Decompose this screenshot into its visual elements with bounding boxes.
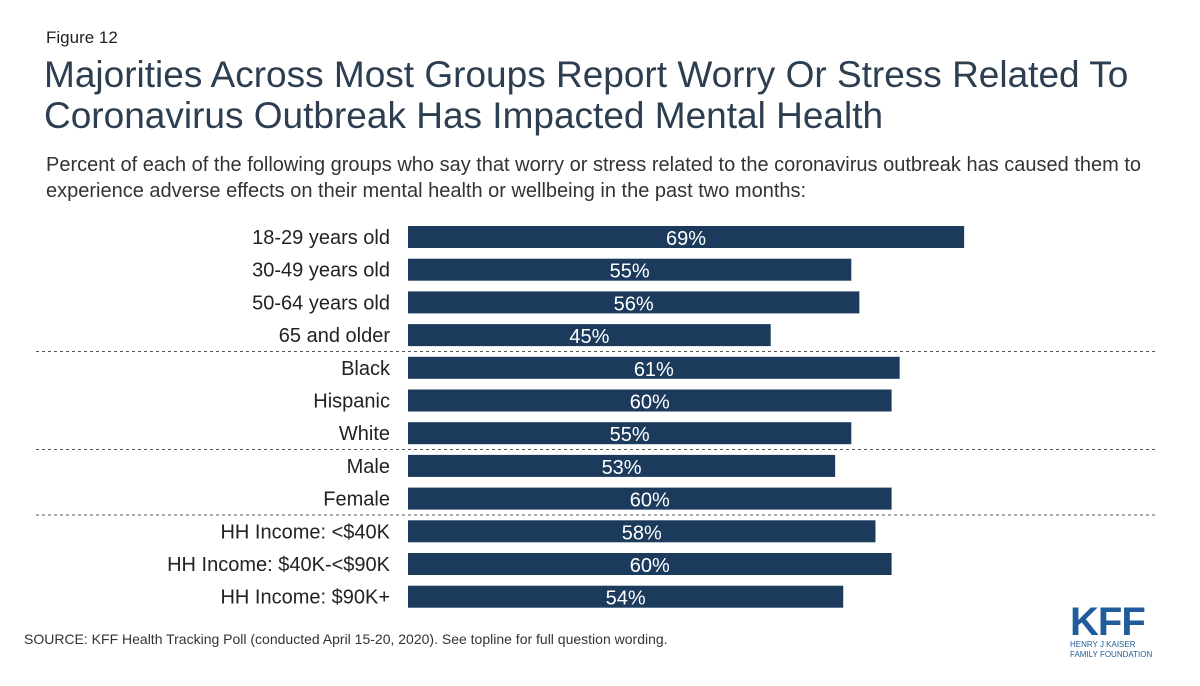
logo-line-1: HENRY J KAISER (1070, 640, 1136, 649)
bar (408, 291, 860, 314)
category-label: 65 and older (279, 325, 391, 347)
category-label: Black (341, 358, 391, 380)
value-label: 55% (610, 424, 650, 446)
value-label: 55% (610, 261, 650, 283)
value-label: 69% (666, 228, 706, 250)
bar (408, 585, 844, 608)
category-label: Female (323, 489, 390, 511)
category-label: White (339, 423, 390, 445)
bar (408, 356, 900, 379)
logo-line-2: FAMILY FOUNDATION (1070, 650, 1152, 659)
bar (408, 258, 852, 281)
bar (408, 226, 965, 248)
value-label: 54% (606, 588, 646, 610)
chart-title: Majorities Across Most Groups Report Wor… (44, 54, 1129, 136)
value-label: 60% (630, 555, 670, 577)
category-label: HH Income: $90K+ (220, 587, 390, 609)
logo-wordmark: KFF (1070, 601, 1145, 644)
category-label: Male (347, 456, 390, 478)
category-label: 18-29 years old (252, 227, 390, 249)
bar (408, 324, 771, 347)
kff-logo: KFF HENRY J KAISER FAMILY FOUNDATION (1070, 601, 1152, 659)
category-label: 50-64 years old (252, 292, 390, 314)
value-label: 60% (630, 490, 670, 512)
figure-label: Figure 12 (46, 28, 118, 47)
category-label: HH Income: $40K-<$90K (167, 554, 391, 576)
value-label: 60% (630, 392, 670, 414)
category-label: Hispanic (313, 391, 390, 413)
bar (408, 389, 892, 412)
bar (408, 553, 892, 575)
value-label: 53% (602, 457, 642, 479)
category-label: HH Income: <$40K (220, 521, 390, 543)
value-label: 58% (622, 522, 662, 544)
value-label: 45% (569, 326, 609, 348)
bar (408, 454, 836, 477)
chart-subtitle: Percent of each of the following groups … (46, 154, 1142, 202)
bar (408, 422, 852, 445)
value-label: 61% (634, 359, 674, 381)
category-label: 30-49 years old (252, 260, 390, 282)
bar (408, 487, 892, 510)
bar (408, 520, 876, 543)
source-note: SOURCE: KFF Health Tracking Poll (conduc… (24, 631, 668, 647)
value-label: 56% (614, 293, 654, 315)
